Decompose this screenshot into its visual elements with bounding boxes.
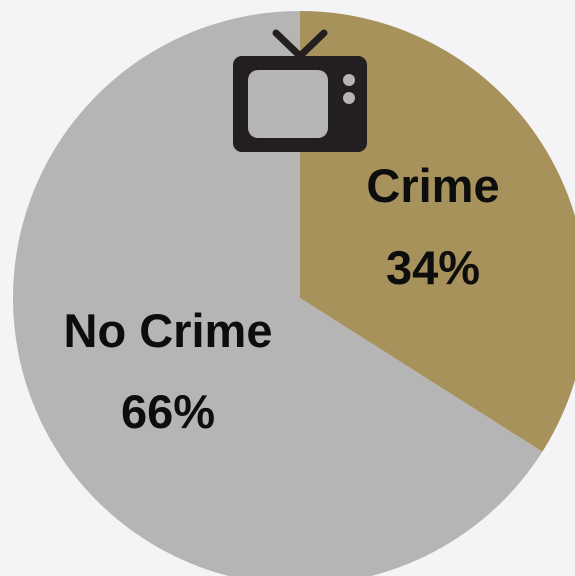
pie-slice-no-crime <box>13 11 543 576</box>
slice-label-crime: Crime <box>366 159 499 212</box>
slice-value-no-crime: 66% <box>121 385 215 438</box>
slice-value-crime: 34% <box>386 241 480 294</box>
pie-slices <box>13 11 575 576</box>
pie-slice-crime <box>300 11 575 452</box>
slice-label-no-crime: No Crime <box>64 304 273 357</box>
television-icon <box>233 29 367 152</box>
